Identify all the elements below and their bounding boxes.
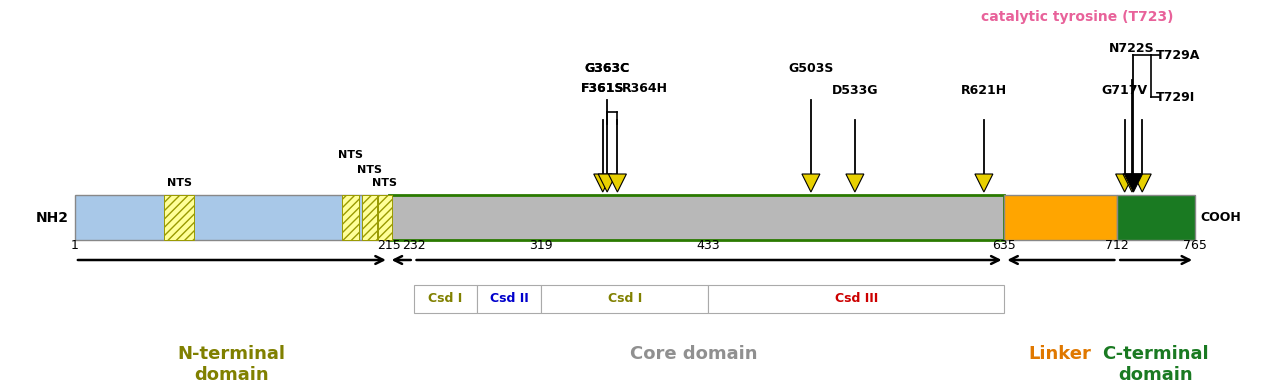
Text: 319: 319 (529, 239, 553, 252)
Text: NTS: NTS (338, 150, 364, 160)
Bar (75, 195, 389, 240)
Polygon shape (975, 174, 993, 192)
Text: 433: 433 (697, 239, 721, 252)
Text: Linker: Linker (1028, 345, 1092, 363)
Bar (477, 285, 541, 313)
Text: 215: 215 (376, 239, 400, 252)
Text: G363C: G363C (585, 62, 629, 75)
Text: D533G: D533G (831, 84, 878, 97)
Bar (1004, 195, 1117, 240)
Text: 635: 635 (993, 239, 1017, 252)
Text: 232: 232 (402, 239, 426, 252)
Polygon shape (802, 174, 820, 192)
Text: F361S: F361S (581, 82, 624, 95)
Text: Csd I: Csd I (428, 293, 463, 305)
Text: Csd I: Csd I (608, 293, 642, 305)
Bar (389, 195, 1004, 240)
Bar (342, 195, 360, 240)
Bar (379, 195, 391, 240)
Polygon shape (1134, 174, 1152, 192)
Text: R364H: R364H (622, 82, 667, 95)
Text: NTS: NTS (372, 178, 397, 188)
Text: 765: 765 (1183, 239, 1207, 252)
Polygon shape (599, 174, 616, 192)
Bar (1117, 195, 1195, 240)
Bar (413, 285, 477, 313)
Text: G717V: G717V (1102, 84, 1148, 97)
Text: NTS: NTS (357, 165, 383, 175)
Bar (362, 195, 377, 240)
Bar (708, 285, 1004, 313)
Text: N-terminal
domain: N-terminal domain (178, 345, 286, 384)
Text: N722S: N722S (1110, 42, 1155, 55)
Polygon shape (1125, 174, 1143, 192)
Text: 1: 1 (71, 239, 79, 252)
Polygon shape (1116, 174, 1134, 192)
Text: NTS: NTS (167, 178, 192, 188)
Polygon shape (609, 174, 627, 192)
Text: C-terminal
domain: C-terminal domain (1102, 345, 1209, 384)
Text: T729I: T729I (1155, 91, 1195, 103)
Text: COOH: COOH (1200, 211, 1240, 224)
Text: R621H: R621H (961, 84, 1007, 97)
Polygon shape (1124, 174, 1141, 192)
Text: G503S: G503S (788, 62, 834, 75)
Text: 712: 712 (1106, 239, 1129, 252)
Text: Csd III: Csd III (835, 293, 878, 305)
Polygon shape (846, 174, 864, 192)
Text: T729A: T729A (1155, 49, 1200, 61)
Bar (541, 285, 708, 313)
Text: G363C: G363C (585, 62, 629, 75)
Text: Core domain: Core domain (630, 345, 758, 363)
Text: catalytic tyrosine (T723): catalytic tyrosine (T723) (980, 10, 1173, 24)
Text: Csd II: Csd II (489, 293, 529, 305)
Text: F361S: F361S (581, 82, 624, 95)
Bar (164, 195, 193, 240)
Text: NH2: NH2 (36, 210, 69, 224)
Polygon shape (594, 174, 611, 192)
